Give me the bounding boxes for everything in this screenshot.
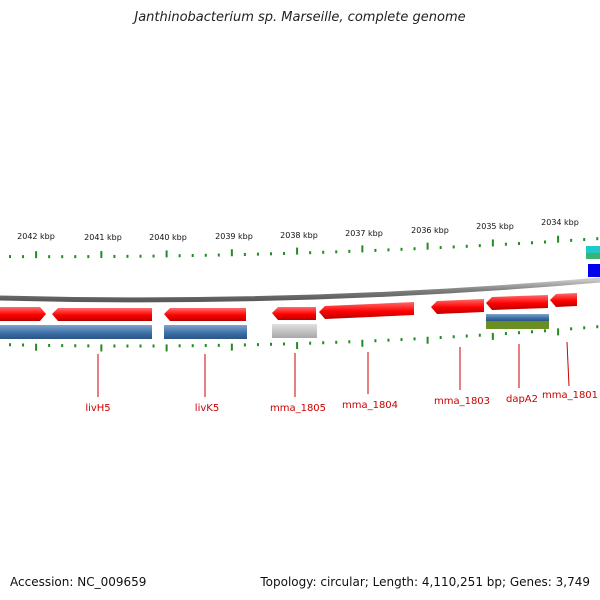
- scale-labels: 2042 kbp 2041 kbp 2040 kbp 2039 kbp 2038…: [17, 218, 579, 242]
- gene-label: mma_1804: [342, 400, 398, 411]
- scale-label: 2038 kbp: [280, 231, 318, 240]
- gene-arrow: [431, 299, 484, 314]
- gene-arrow: [550, 293, 577, 307]
- genome-title: Janthinobacterium sp. Marseille, complet…: [134, 10, 466, 25]
- scale-label: 2036 kbp: [411, 226, 449, 235]
- gene-label: dapA2: [506, 394, 538, 405]
- inner-tick-row: [9, 325, 599, 352]
- blue-feature: [588, 264, 600, 277]
- scale-label: 2037 kbp: [345, 229, 383, 238]
- gene-labels: livH5 livK5 mma_1805 mma_1804 mma_1803 d…: [85, 390, 598, 414]
- gene-label: livH5: [85, 403, 110, 414]
- blue-track-feature: [0, 325, 152, 339]
- gene-label: livK5: [195, 403, 219, 414]
- gene-arrow: [0, 307, 46, 321]
- genome-summary-text: Topology: circular; Length: 4,110,251 bp…: [260, 575, 590, 589]
- scale-label: 2035 kbp: [476, 222, 514, 231]
- scale-label: 2042 kbp: [17, 232, 55, 241]
- gene-label: mma_1803: [434, 396, 490, 407]
- blue-track-feature: [486, 314, 549, 321]
- label-leaders: [97, 341, 570, 397]
- gene-arrow: [486, 295, 548, 310]
- gene-arrow: [164, 308, 246, 321]
- inner-track: [0, 314, 549, 339]
- genome-backbone: [0, 277, 600, 303]
- cyan-feature: [586, 246, 600, 253]
- olive-track-feature: [486, 321, 549, 329]
- gene-arrow: [52, 308, 152, 321]
- outer-tick-row: [9, 235, 599, 259]
- grey-track-feature: [272, 324, 317, 338]
- scale-label: 2040 kbp: [149, 233, 187, 242]
- gene-label: mma_1801: [542, 390, 598, 401]
- blue-track-feature: [164, 325, 247, 339]
- green-feature: [586, 253, 600, 259]
- gene-arrow: [272, 307, 316, 320]
- scale-label: 2039 kbp: [215, 232, 253, 241]
- gene-arrows: [0, 293, 577, 321]
- scale-label: 2034 kbp: [541, 218, 579, 227]
- gene-arrow: [319, 302, 414, 319]
- gene-label: mma_1805: [270, 403, 326, 414]
- scale-label: 2041 kbp: [84, 233, 122, 242]
- accession-text: Accession: NC_009659: [10, 575, 147, 589]
